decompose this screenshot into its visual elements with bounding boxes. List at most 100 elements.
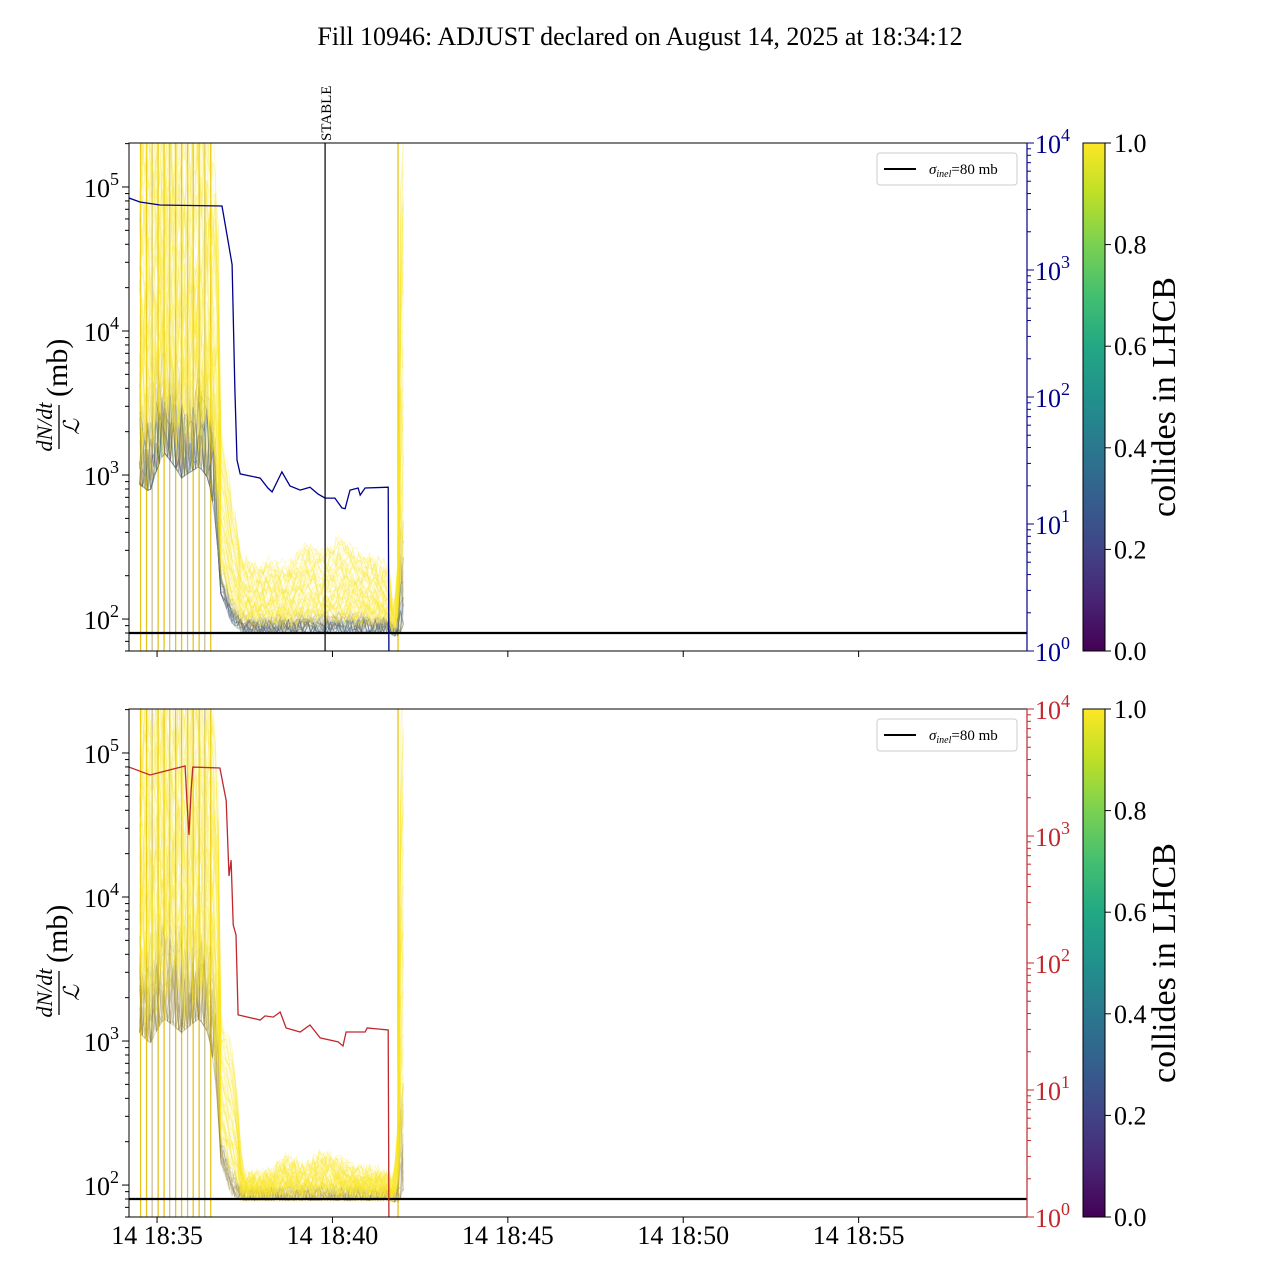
- bunch-curve: [141, 709, 404, 1187]
- bunch-curve: [139, 143, 404, 611]
- bunch-curve: [139, 366, 404, 635]
- colorbar-tick-label: 0.2: [1114, 1101, 1147, 1130]
- bunch-curve: [139, 966, 404, 1203]
- bunch-curve: [139, 777, 404, 1195]
- series-line: [129, 765, 390, 1217]
- bunch-curve: [139, 843, 404, 1198]
- colorbar-tick-label: 0.6: [1114, 898, 1147, 927]
- bunch-curve: [139, 143, 404, 609]
- bunch-curve: [139, 325, 404, 626]
- bunch-curve: [140, 709, 403, 1186]
- bunch-curve: [139, 791, 404, 1197]
- bunch-curve: [139, 825, 404, 1201]
- bunch-curve: [139, 328, 404, 626]
- bunch-curve: [139, 165, 404, 618]
- bunch-curve: [139, 953, 404, 1203]
- colorbar-tick-label: 0.8: [1114, 231, 1147, 260]
- bunch-curve: [139, 348, 404, 635]
- x-tick-label: 14 18:40: [287, 1221, 379, 1250]
- bunch-curve: [139, 709, 404, 1192]
- y-label-unit: (mb): [41, 905, 74, 963]
- bunch-curve: [139, 342, 404, 629]
- x-tick-label: 14 18:50: [637, 1221, 729, 1250]
- bunch-curve: [139, 729, 404, 1199]
- bunch-curve: [139, 371, 404, 634]
- y-tick-label: 105: [84, 169, 119, 203]
- bunch-curve: [139, 146, 404, 616]
- bunch-curve: [139, 143, 404, 613]
- bunch-curve: [139, 275, 404, 622]
- bunch-curve: [139, 258, 404, 625]
- bunch-curve: [139, 348, 404, 634]
- bunch-curve: [139, 143, 404, 616]
- bunch-curve: [139, 289, 404, 633]
- bunch-curve: [139, 850, 404, 1201]
- bunch-curve: [139, 275, 404, 630]
- bunch-curve: [139, 232, 404, 624]
- bunch-curve: [139, 242, 404, 611]
- bunch-curve: [139, 321, 404, 635]
- bunch-curve: [139, 722, 404, 1197]
- stable-marker-label: STABLE: [319, 86, 335, 141]
- bunch-curve: [139, 767, 404, 1199]
- colorbar-tick-label: 0.4: [1114, 1000, 1147, 1029]
- bunch-curve: [139, 407, 404, 638]
- bunch-curve: [139, 217, 404, 618]
- bunch-curve: [139, 353, 404, 630]
- bunch-curve: [139, 198, 404, 622]
- bunch-curve: [139, 303, 404, 631]
- y2-tick-label: 102: [1035, 945, 1070, 979]
- bunch-curve: [139, 938, 404, 1203]
- bunch-curve: [139, 817, 404, 1199]
- bunch-curve: [139, 395, 404, 637]
- bunch-curve: [139, 912, 404, 1203]
- legend-box: [876, 718, 1018, 752]
- colorbar-label: collides in LHCB: [1146, 843, 1183, 1083]
- bunch-curve: [139, 897, 404, 1202]
- bunch-curve: [139, 247, 404, 617]
- bunch-curve: [139, 309, 404, 630]
- bunch-curve: [139, 745, 404, 1193]
- bunch-curve: [139, 937, 404, 1203]
- bunch-curve: [139, 168, 404, 618]
- legend: σinel=80 mb: [876, 718, 1018, 752]
- bunch-curve: [139, 709, 404, 1197]
- bunch-curve: [139, 345, 404, 637]
- colorbar-tick-label: 0.0: [1114, 1203, 1147, 1232]
- bunch-curve: [139, 869, 404, 1202]
- x-tick-label: 14 18:45: [462, 1221, 554, 1250]
- axes-frame: [128, 708, 1028, 1218]
- bunch-curve: [139, 354, 404, 633]
- y2-tick-label: 103: [1035, 252, 1070, 286]
- bunch-curve: [139, 243, 404, 625]
- bunch-curve: [139, 873, 404, 1202]
- bunch-curve: [139, 830, 404, 1199]
- bunch-curve: [139, 338, 404, 633]
- y2-tick-label: 100: [1035, 1199, 1070, 1233]
- legend-label: σinel=80 mb: [929, 162, 998, 180]
- bunch-curve: [139, 287, 404, 623]
- bunch-curve: [139, 875, 404, 1203]
- bunch-curve: [139, 793, 404, 1199]
- bunch-curve: [139, 709, 404, 1189]
- x-tick-label: 14 18:35: [111, 1221, 203, 1250]
- y-tick-label: 105: [84, 735, 119, 769]
- bunch-curve: [139, 325, 404, 630]
- bunch-curve: [139, 162, 404, 613]
- bunch-curve: [139, 868, 404, 1202]
- y-axis-label: dN/dt ℒ (mb): [32, 339, 84, 452]
- colorbar-gradient: [1082, 142, 1106, 652]
- plot-area: [129, 709, 1027, 1217]
- plot-area: [129, 143, 1027, 651]
- bunch-curve: [139, 849, 404, 1202]
- bunch-curve: [139, 709, 404, 1188]
- bunch-curve: [139, 263, 404, 622]
- bunch-curve: [139, 143, 404, 612]
- colorbar-tick-label: 1.0: [1114, 695, 1147, 724]
- colorbar: 0.0 0.2 0.4 0.6 0.8 1.0 collides in LHCB: [1082, 129, 1183, 666]
- bunch-curve: [139, 143, 404, 603]
- bunch-curve: [139, 982, 404, 1204]
- y2-tick-label: 101: [1035, 1072, 1070, 1106]
- bunch-curve: [139, 372, 404, 636]
- bunch-curve: [139, 816, 404, 1203]
